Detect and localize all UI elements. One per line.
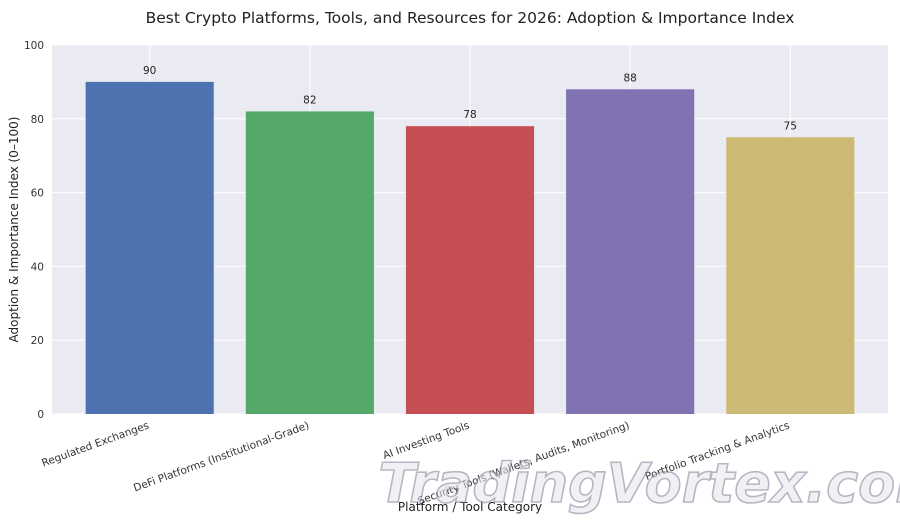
y-tick-label: 60: [31, 188, 44, 200]
y-tick-label: 80: [31, 114, 44, 126]
bar-value-label: 88: [623, 72, 636, 84]
x-axis-label: Platform / Tool Category: [398, 500, 542, 514]
y-axis-label: Adoption & Importance Index (0–100): [7, 117, 21, 343]
watermark: TradingVortex.com: [378, 451, 900, 516]
chart-title: Best Crypto Platforms, Tools, and Resour…: [146, 9, 795, 27]
y-tick-label: 0: [37, 409, 44, 421]
bar-value-label: 78: [463, 109, 476, 121]
bar-value-label: 75: [784, 120, 797, 132]
y-tick-label: 40: [31, 261, 44, 273]
bar-value-label: 90: [143, 65, 156, 77]
x-tick-label: DeFi Platforms (Institutional-Grade): [132, 420, 311, 495]
y-tick-label: 100: [24, 40, 44, 52]
x-tick-label: Regulated Exchanges: [40, 420, 151, 470]
bar: [405, 126, 535, 415]
bar: [726, 137, 855, 414]
bar: [85, 81, 214, 415]
bar: [566, 89, 695, 414]
bar-value-label: 82: [303, 94, 316, 106]
y-tick-label: 20: [31, 335, 44, 347]
watermark-text: TradingVortex.com: [379, 452, 900, 515]
y-axis-ticks: 0 20 40 60 80 100: [24, 40, 44, 421]
bars: 90 82 78 88 75: [85, 65, 855, 415]
bar: [245, 111, 374, 415]
